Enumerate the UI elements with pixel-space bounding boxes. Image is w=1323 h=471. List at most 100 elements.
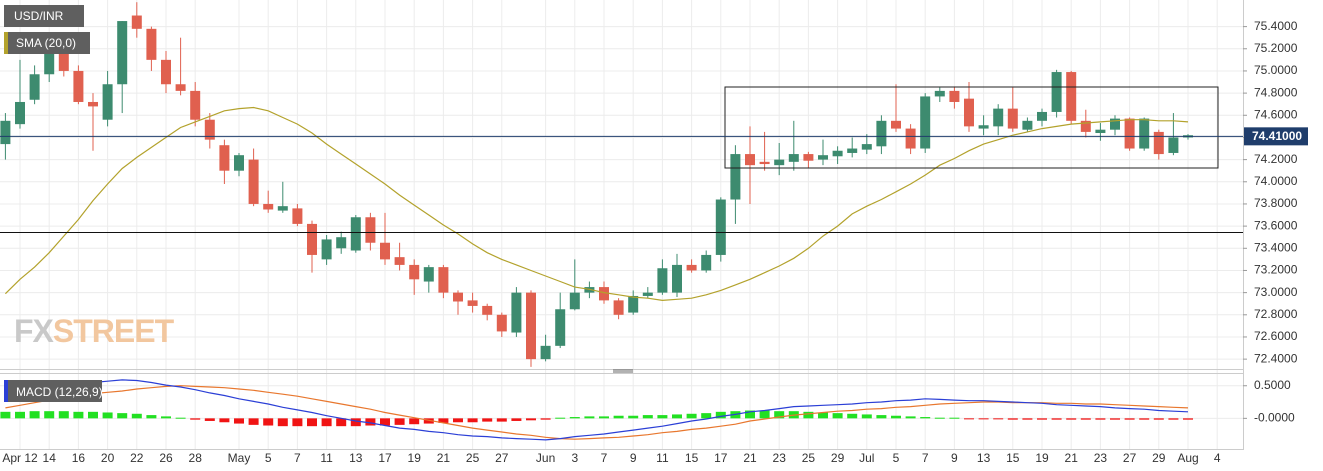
candle-body (540, 345, 551, 360)
histogram-bar (672, 414, 682, 419)
legend-label: USD/INR (14, 9, 64, 23)
histogram-bar (526, 418, 536, 421)
candle-body (161, 59, 171, 85)
candle-body (934, 90, 945, 97)
y-tick-label: 72.4000 (1254, 351, 1298, 365)
candle-body (219, 145, 230, 171)
candle-body (613, 300, 624, 315)
legend-label: SMA (20,0) (16, 36, 76, 50)
legend-label: MACD (12,26,9) (16, 385, 103, 399)
candle-body (832, 150, 843, 157)
x-tick-label: 23 (773, 451, 787, 465)
x-tick-label: Jun (536, 451, 555, 465)
x-tick-label: 15 (1006, 451, 1020, 465)
y-tick-label: 72.6000 (1254, 329, 1298, 343)
histogram-bar (131, 413, 142, 419)
histogram-bar (307, 418, 317, 427)
last-price: 74.41000 (0, 127, 1308, 146)
x-tick-label: May (228, 451, 251, 465)
histogram-bar (277, 418, 288, 427)
histogram-bar (511, 418, 522, 421)
sma-line (4, 106, 1189, 302)
candle-body (292, 208, 303, 224)
candle-body (672, 264, 682, 293)
candle-body (1168, 137, 1179, 153)
candle-body (657, 268, 668, 293)
candle-body (307, 223, 317, 255)
candle-body (409, 264, 420, 280)
candle-body (511, 292, 522, 333)
histogram-bar (891, 415, 901, 419)
watermark: FXSTREET (14, 313, 175, 349)
signal-line (5, 385, 1189, 440)
histogram-bar (905, 416, 916, 419)
candle-body (1037, 111, 1047, 121)
candle-body (1007, 108, 1018, 129)
x-tick-label: 4 (1214, 451, 1221, 465)
candle-body (44, 44, 55, 75)
histogram-bar (219, 418, 230, 423)
candle-body (1051, 72, 1062, 112)
candle-body (350, 217, 361, 251)
histogram-bar (555, 417, 566, 419)
histogram-bar (657, 415, 668, 419)
candle-body (380, 242, 390, 260)
histogram-bar (1110, 418, 1120, 420)
y-tick-label: 75.4000 (1254, 19, 1298, 33)
histogram-bar (774, 411, 785, 419)
y-tick-label: 73.2000 (1254, 263, 1298, 277)
x-tick-label: 17 (378, 451, 392, 465)
legend-box (4, 32, 90, 54)
candle-body (876, 120, 887, 147)
candle-body (102, 84, 113, 120)
candle-body (905, 128, 916, 149)
y-tick-label: -0.0000 (1254, 411, 1295, 425)
x-tick-label: 27 (1123, 451, 1137, 465)
histogram-bar (847, 413, 858, 419)
separator-handle[interactable] (613, 369, 633, 373)
histogram-bar (380, 418, 390, 426)
legend: USD/INR SMA (20,0) MACD (12,26,9) (4, 5, 103, 402)
candle-body (891, 120, 901, 129)
x-tick-label: 21 (1065, 451, 1079, 465)
candle-body (745, 154, 755, 166)
x-tick-label: 28 (189, 451, 203, 465)
y-tick-label: 74.0000 (1254, 174, 1298, 188)
macd-line (5, 379, 1189, 441)
range-box (724, 86, 1219, 169)
x-tick-label: 5 (265, 451, 272, 465)
candle-body (555, 309, 566, 346)
x-tick-label: 7 (294, 451, 301, 465)
candle-body (1022, 120, 1033, 130)
histogram-bar (394, 418, 405, 425)
histogram-bar (0, 411, 11, 419)
candle-body (686, 264, 697, 271)
watermark-part: FX (14, 313, 55, 349)
x-tick-label: 5 (893, 451, 900, 465)
x-tick-label: 16 (72, 451, 86, 465)
histogram-bar (321, 418, 332, 427)
x-tick-label: 15 (685, 451, 699, 465)
candle-body (146, 28, 157, 60)
histogram-bar (234, 418, 244, 424)
candle-body (175, 84, 186, 91)
histogram-bar (964, 418, 974, 420)
x-tick-label: 20 (101, 451, 115, 465)
histogram-bar (146, 415, 157, 419)
y-tick-label: 0.5000 (1254, 378, 1291, 392)
x-tick-label: Jul (859, 451, 874, 465)
histogram-bar (1124, 418, 1135, 420)
x-tick-label: 27 (495, 451, 509, 465)
candle-body (628, 295, 639, 313)
candle-body (1110, 118, 1120, 130)
x-tick-label: 3 (571, 451, 578, 465)
watermark-part: STREET (53, 313, 175, 349)
histogram-bar (628, 415, 639, 419)
price-panel (0, 2, 1193, 367)
candle-body (58, 43, 69, 71)
histogram-bar (336, 418, 347, 427)
legend-swatch (4, 380, 8, 402)
candle-body (1080, 120, 1091, 132)
histogram-bar (584, 416, 595, 419)
